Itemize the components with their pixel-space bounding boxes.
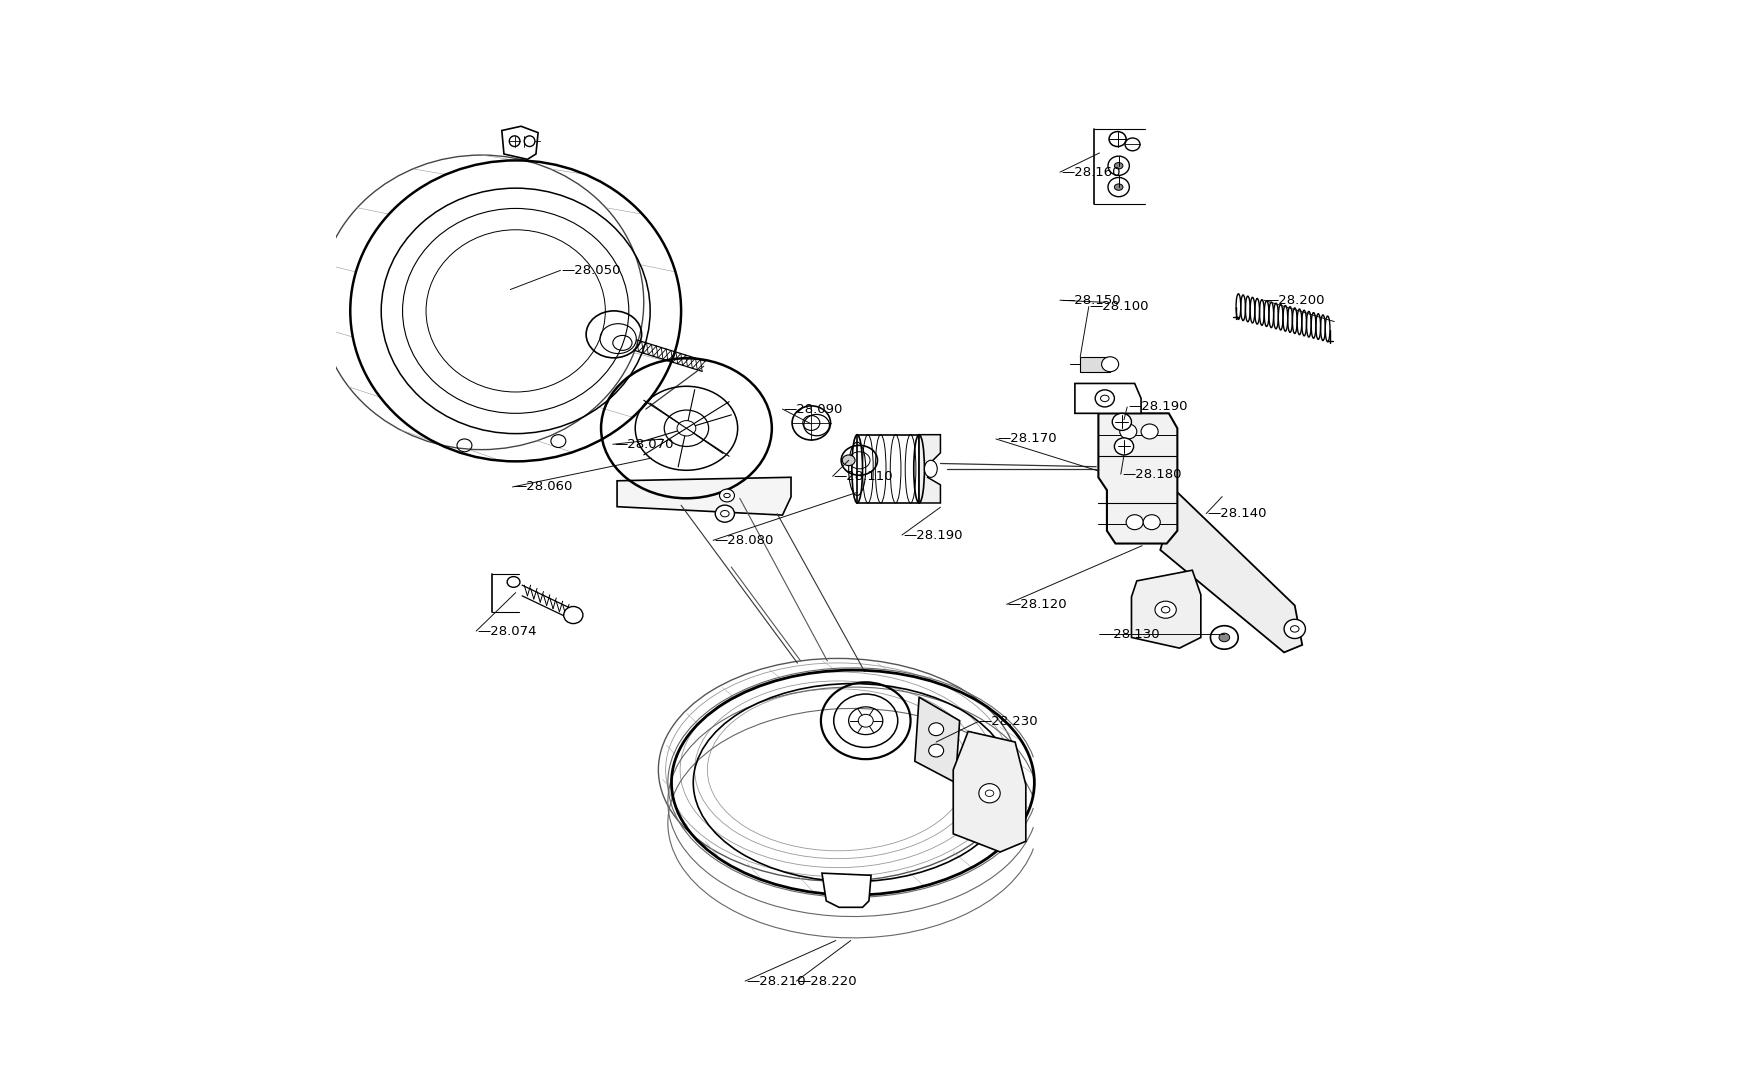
Text: —28.100: —28.100 [1089,300,1149,314]
Text: —28.160: —28.160 [1061,166,1120,179]
Ellipse shape [506,577,520,587]
Ellipse shape [715,505,734,522]
Text: —28.220: —28.220 [796,975,857,988]
Text: —28.120: —28.120 [1007,598,1066,611]
Polygon shape [617,477,791,515]
Bar [857,434,918,503]
Ellipse shape [1113,163,1122,169]
Polygon shape [953,732,1026,852]
Ellipse shape [1094,389,1113,407]
Text: —28.170: —28.170 [996,432,1056,445]
Bar [1080,356,1109,371]
Text: —28.150: —28.150 [1061,293,1120,307]
Ellipse shape [1101,356,1118,371]
Text: —28.140: —28.140 [1207,507,1266,520]
Text: —28.200: —28.200 [1264,293,1323,307]
Text: —28.090: —28.090 [783,402,842,415]
Text: —28.230: —28.230 [979,715,1038,729]
Text: —28.050: —28.050 [562,264,621,277]
Polygon shape [821,873,871,907]
Text: —28.190: —28.190 [1127,400,1188,413]
Ellipse shape [929,744,943,756]
Ellipse shape [1155,601,1176,618]
Ellipse shape [1125,138,1139,151]
Ellipse shape [1108,178,1129,197]
Polygon shape [918,434,939,503]
Ellipse shape [1283,620,1304,639]
Ellipse shape [1108,132,1125,147]
Ellipse shape [1113,438,1132,455]
Ellipse shape [1143,515,1160,530]
Ellipse shape [929,723,943,736]
Polygon shape [1160,492,1301,653]
Text: —28.190: —28.190 [903,529,962,541]
Text: —28.110: —28.110 [833,470,892,483]
Polygon shape [501,126,537,159]
Ellipse shape [1120,424,1136,439]
Text: —28.060: —28.060 [513,480,572,493]
Ellipse shape [1219,633,1229,642]
Polygon shape [915,698,960,782]
Polygon shape [1075,383,1141,413]
Text: —28.210: —28.210 [746,975,805,988]
Ellipse shape [842,455,854,465]
Ellipse shape [923,460,937,477]
Text: —28.070: —28.070 [614,438,673,450]
Polygon shape [1130,570,1200,648]
Ellipse shape [1113,184,1122,190]
Polygon shape [1097,413,1177,544]
Ellipse shape [979,783,1000,802]
Text: —28.180: —28.180 [1122,468,1181,480]
Text: —28.130: —28.130 [1099,628,1160,641]
Text: —28.074: —28.074 [476,625,536,638]
Ellipse shape [1108,156,1129,175]
Ellipse shape [1111,413,1130,430]
Ellipse shape [720,489,734,502]
Ellipse shape [1141,424,1158,439]
Ellipse shape [1210,626,1238,649]
Ellipse shape [563,607,583,624]
Ellipse shape [1125,515,1143,530]
Text: —28.080: —28.080 [713,534,774,547]
